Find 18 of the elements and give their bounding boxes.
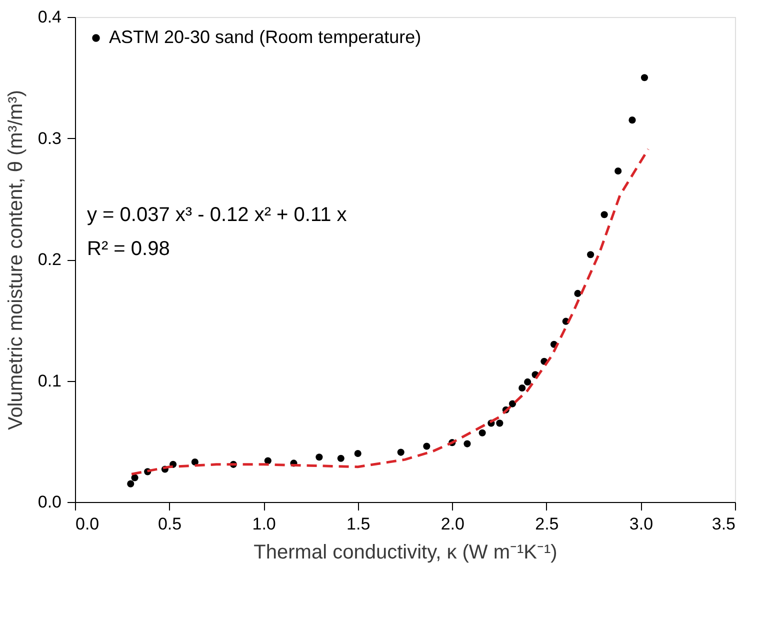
x-tick-label: 0.0 <box>76 514 100 534</box>
x-tick-label: 3.5 <box>712 514 736 534</box>
y-tick-label: 0.1 <box>38 371 62 390</box>
x-tick-label: 2.0 <box>440 514 464 534</box>
x-tick-label: 2.5 <box>535 514 559 534</box>
annotation: R² = 0.98 <box>87 238 170 260</box>
x-tick-label: 0.5 <box>158 514 182 534</box>
x-tick-label: 1.0 <box>252 514 276 534</box>
x-axis-title: Thermal conductivity, κ (W m⁻¹K⁻¹) <box>254 542 558 564</box>
annotation: y = 0.037 x³ - 0.12 x² + 0.11 x <box>87 204 347 226</box>
y-tick-label: 0.4 <box>38 8 62 26</box>
y-tick-label: 0.3 <box>38 128 62 148</box>
legend-label: ASTM 20-30 sand (Room temperature) <box>109 27 422 47</box>
x-tick-label: 1.5 <box>346 514 370 534</box>
y-axis-title: Volumetric moisture content, θ (m³/m³) <box>4 90 27 430</box>
y-tick-label: 0.2 <box>38 250 62 269</box>
y-tick-label: 0.0 <box>38 492 62 512</box>
x-tick-label: 3.0 <box>629 514 654 534</box>
